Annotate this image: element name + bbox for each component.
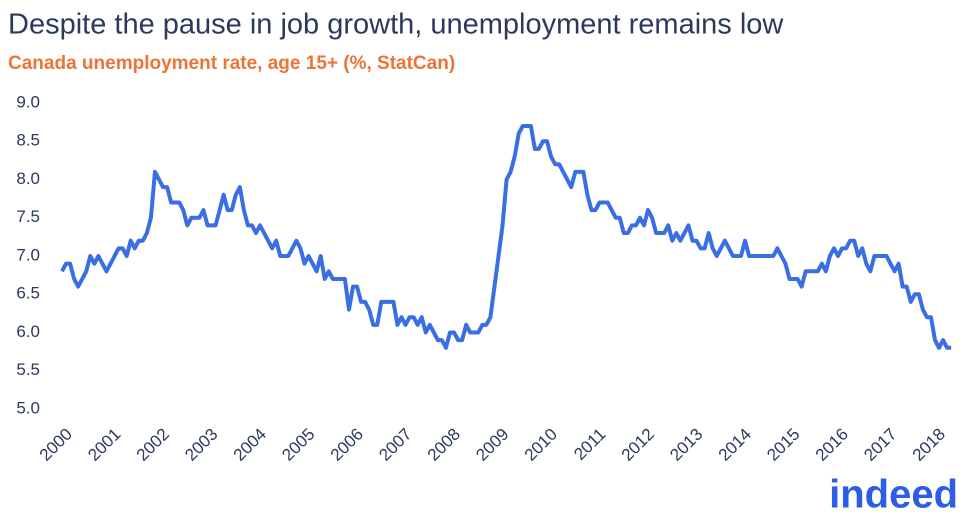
- y-tick-label: 5.0: [16, 398, 40, 417]
- x-tick-label: 2003: [181, 425, 221, 465]
- x-tick-label: 2012: [618, 425, 658, 465]
- y-tick-label: 6.0: [16, 322, 40, 341]
- x-tick-label: 2008: [424, 425, 464, 465]
- chart-title: Despite the pause in job growth, unemplo…: [8, 9, 784, 41]
- x-tick-label: 2011: [570, 425, 609, 464]
- x-tick-label: 2015: [763, 425, 803, 465]
- x-tick-label: 2017: [860, 425, 900, 465]
- y-tick-label: 7.5: [16, 207, 40, 226]
- line: [60, 123, 952, 350]
- x-tick-label: 2005: [278, 425, 318, 465]
- x-tick-label: 2006: [327, 425, 367, 465]
- x-tick-label: 2007: [375, 425, 415, 465]
- y-tick-label: 7.0: [16, 245, 40, 264]
- y-tick-label: 8.5: [16, 131, 40, 150]
- y-tick-label: 8.0: [16, 169, 40, 188]
- x-tick-label: 2009: [472, 425, 512, 465]
- logo: indeed: [829, 473, 958, 517]
- x-tick-label: 2018: [909, 425, 949, 465]
- x-tick-label: 2001: [84, 425, 124, 465]
- y-tick-label: 6.5: [16, 284, 40, 303]
- x-tick-label: 2010: [521, 425, 561, 465]
- x-tick-label: 2004: [230, 425, 270, 465]
- chart-subtitle: Canada unemployment rate, age 15+ (%, St…: [8, 53, 455, 74]
- x-tick-label: 2014: [715, 425, 755, 465]
- x-tick-label: 2013: [666, 425, 706, 465]
- y-tick-label: 9.0: [16, 92, 40, 111]
- y-tick-label: 5.5: [16, 360, 40, 379]
- x-tick-label: 2000: [36, 425, 76, 465]
- x-tick-label: 2002: [133, 425, 173, 465]
- x-tick-label: 2016: [812, 425, 852, 465]
